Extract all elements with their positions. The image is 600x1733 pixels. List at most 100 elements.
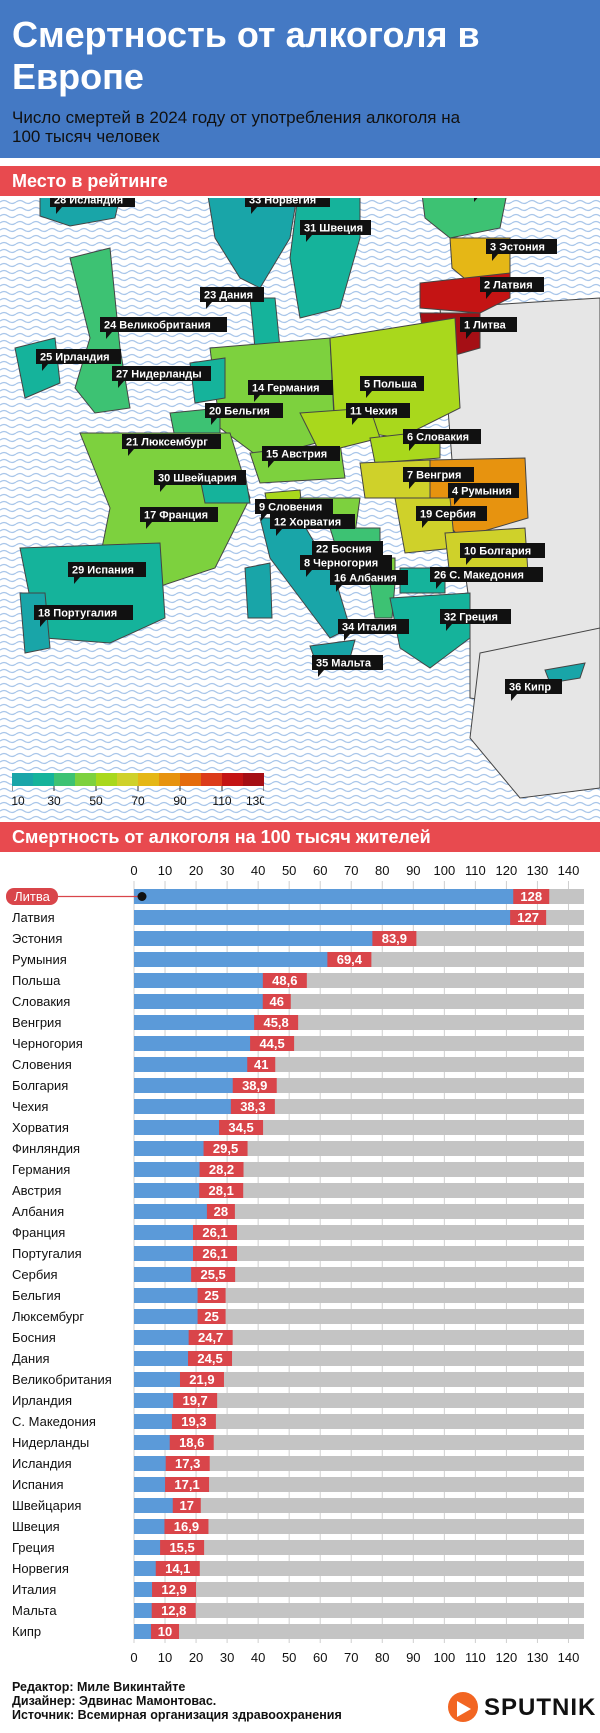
category-label: Черногория [12, 1036, 83, 1051]
country-label: 22 Босния [312, 541, 383, 563]
country-label-text: 7 Венгрия [407, 470, 461, 482]
country-label: 8 Черногория [300, 555, 392, 577]
bar-row: 19,3 С. Македония [12, 1414, 584, 1429]
bar [134, 1288, 212, 1303]
data-label: 12,8 [161, 1603, 186, 1618]
bar [134, 1078, 255, 1093]
bar-track [134, 1519, 584, 1534]
data-label-box [510, 910, 547, 925]
data-label-box [250, 1036, 295, 1051]
bar-track [134, 1372, 584, 1387]
category-label: Сербия [12, 1267, 58, 1282]
data-label: 24,5 [197, 1351, 222, 1366]
page-subtitle: Число смертей в 2024 году от употреблени… [12, 108, 461, 146]
data-label-box [232, 1078, 277, 1093]
country-label-text: 17 Франция [144, 510, 208, 522]
legend-swatch [75, 773, 97, 786]
category-label: Финляндия [12, 1141, 80, 1156]
x-tick-label: 30 [220, 863, 234, 878]
country-label-text: 14 Германия [252, 383, 320, 395]
country-label-text: 32 Греция [444, 612, 498, 624]
category-label: Греция [12, 1540, 55, 1555]
bar-row: 17,3 Исландия [12, 1456, 584, 1471]
country-label-text: 28 Исландия [54, 198, 123, 207]
category-label: Швейцария [12, 1498, 81, 1513]
bar-row: 15,5 Греция [12, 1540, 584, 1555]
data-label-box [513, 889, 550, 904]
bar-row: 28 Албания [12, 1204, 584, 1219]
highlight-dot [137, 892, 147, 901]
data-label-box [197, 1309, 226, 1324]
bar-row: 17 Швейцария [12, 1498, 584, 1513]
country-label-text: 31 Швеция [304, 223, 363, 235]
country-label-text: 21 Люксембург [126, 437, 208, 449]
country-label-text: 35 Мальта [316, 658, 372, 670]
bar-track [134, 1561, 584, 1576]
data-label: 26,1 [202, 1246, 227, 1261]
legend-tick-label: 10 [12, 794, 25, 808]
country-label-text: 6 Словакия [407, 432, 469, 444]
data-label-box [169, 1435, 214, 1450]
bar-track [134, 1603, 584, 1618]
bar [134, 1141, 226, 1156]
bar-track [134, 1456, 584, 1471]
data-label-box [160, 1540, 205, 1555]
data-label: 12,9 [161, 1582, 186, 1597]
data-label-box [172, 1498, 201, 1513]
x-tick-label: 30 [220, 1650, 234, 1665]
x-tick-label: 40 [251, 1650, 265, 1665]
x-tick-label: 20 [189, 1650, 203, 1665]
country-label: 28 Исландия [50, 198, 135, 214]
data-label-box [203, 1141, 248, 1156]
legend-tick-label: 110 [212, 794, 231, 808]
category-label: Словакия [12, 994, 70, 1009]
category-label: Литва [14, 889, 51, 904]
bar-track [134, 1582, 584, 1597]
credit-source: Источник: Всемирная организация здравоох… [12, 1708, 342, 1722]
category-label: Латвия [12, 910, 55, 925]
data-label: 46 [270, 994, 284, 1009]
bar-row: 12,9 Италия [12, 1582, 584, 1597]
x-tick-label: 110 [465, 1650, 486, 1665]
data-label-box [165, 1477, 210, 1492]
country-label: 2 Латвия [480, 277, 544, 299]
bar-row: 41 Словения [12, 1057, 584, 1072]
credits: Редактор: Миле Викинтайте Дизайнер: Эдви… [12, 1680, 342, 1722]
legend-tick-label: 70 [131, 794, 145, 808]
color-legend: 10 30 50 70 90 110 130 [12, 773, 264, 808]
map-section-title: Место в рейтинге [12, 171, 168, 191]
bar [134, 1036, 273, 1051]
sputnik-logo[interactable]: SPUTNIK [448, 1690, 595, 1726]
country-label: 24 Великобритания [100, 317, 227, 339]
country-label: 1 Литва [460, 317, 517, 339]
bar [134, 952, 350, 967]
data-label: 25 [204, 1309, 218, 1324]
country-label: 10 Болгария [460, 543, 545, 565]
data-label: 16,9 [174, 1519, 199, 1534]
bar-row: 18,6 Нидерланды [12, 1435, 584, 1450]
bar-track [134, 1309, 584, 1324]
map-section-header: Место в рейтинге [0, 166, 600, 196]
category-label: Швеция [12, 1519, 60, 1534]
country-label-text: 25 Ирландия [40, 352, 110, 364]
data-label: 29,5 [213, 1141, 238, 1156]
country-label-text: 1 Литва [464, 320, 507, 332]
bar-row: 69,4 Румыния [12, 952, 584, 967]
credit-designer: Дизайнер: Эдвинас Мамонтовас. [12, 1694, 217, 1708]
category-label: Ирландия [12, 1393, 72, 1408]
category-label: Хорватия [12, 1120, 69, 1135]
data-label-box [193, 1246, 237, 1261]
x-tick-label: 50 [282, 863, 296, 878]
country-label: 34 Италия [338, 619, 409, 641]
category-label: Великобритания [12, 1372, 112, 1387]
country-label-text: 18 Португалия [38, 608, 117, 620]
country-label-text: 15 Австрия [266, 449, 327, 461]
country-label: 7 Венгрия [403, 467, 474, 489]
bar [134, 1057, 262, 1072]
bar [134, 931, 395, 946]
legend-swatch [243, 773, 264, 786]
bar-row: 48,6 Польша [12, 973, 584, 988]
category-label: Австрия [12, 1183, 61, 1198]
bar-row: 45,8 Венгрия [12, 1015, 584, 1030]
x-tick-label: 0 [130, 1650, 137, 1665]
